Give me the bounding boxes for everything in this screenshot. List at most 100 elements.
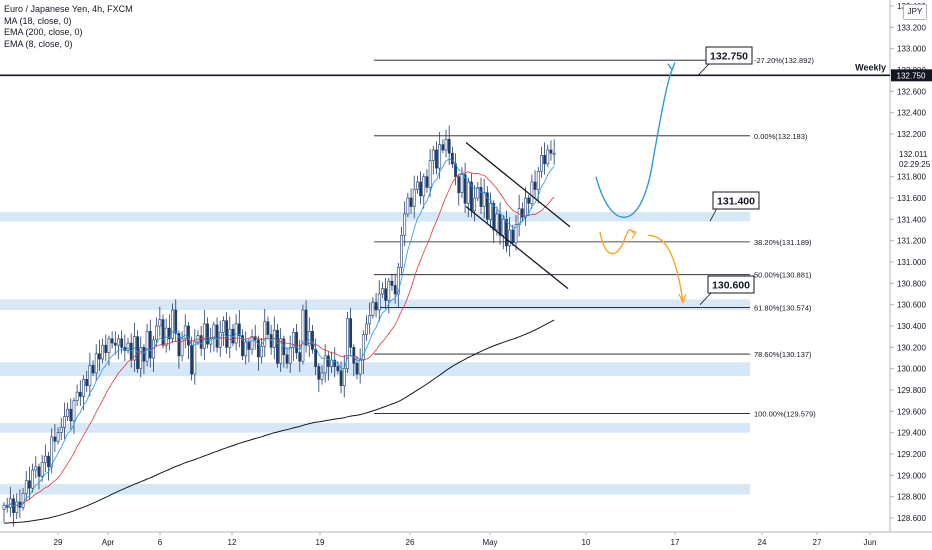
candle-body	[387, 280, 391, 301]
callout-box	[705, 46, 753, 65]
projection-bounce-arrowhead	[629, 229, 637, 239]
candle-body	[53, 436, 57, 442]
candle-body	[155, 325, 159, 341]
x-tick-label: 12	[228, 538, 237, 547]
candle-body	[301, 309, 305, 362]
candle-body	[234, 323, 238, 344]
candle-body	[339, 370, 343, 387]
x-tick-label: 6	[158, 538, 163, 547]
candle-body	[450, 152, 454, 165]
candle-body	[311, 331, 314, 350]
candle-body	[263, 321, 267, 347]
candle-body	[171, 309, 174, 340]
candle-body	[527, 197, 531, 204]
candle-body	[333, 359, 337, 367]
candle-body	[202, 323, 206, 349]
candle-body	[212, 324, 216, 340]
candle-body	[215, 324, 219, 348]
candle-body	[422, 176, 426, 197]
candle-body	[222, 320, 225, 333]
candle-body	[536, 171, 540, 190]
candle-body	[218, 332, 222, 348]
candle-body	[435, 149, 438, 169]
candle-body	[463, 174, 467, 204]
last-price-label: 132.011	[899, 150, 928, 159]
symbol-title: Euro / Japanese Yen, 4h, FXCM	[4, 4, 133, 14]
currency-badge[interactable]: JPY	[903, 4, 927, 20]
candle-body	[8, 498, 12, 508]
candle-body	[505, 219, 508, 247]
callout-label: 131.400	[717, 196, 755, 208]
projection-up-arrowhead	[667, 62, 676, 72]
indicator-ema8[interactable]: EMA (8, close, 0)	[4, 38, 73, 49]
x-tick-label: 24	[758, 538, 767, 547]
candle-body	[40, 462, 44, 477]
y-tick-label: 130.200	[897, 343, 926, 352]
candle-body	[126, 342, 130, 351]
candle-body	[101, 344, 104, 360]
candle-body	[457, 176, 461, 193]
candle-body	[37, 466, 41, 477]
candle-body	[492, 203, 496, 231]
y-tick-label: 130.400	[897, 322, 926, 331]
candle-body	[298, 352, 302, 362]
candle-body	[349, 318, 353, 348]
chart-legend: Euro / Japanese Yen, 4h, FXCM MA (18, cl…	[4, 4, 133, 50]
candle-body	[377, 293, 381, 311]
projection-up-path	[595, 69, 673, 218]
candle-body	[330, 359, 333, 367]
candle-body	[508, 229, 512, 247]
candle-body	[104, 344, 108, 353]
candle-body	[250, 336, 254, 350]
candle-body	[441, 144, 445, 151]
fib-level-label: 61.80%(130.574)	[754, 303, 812, 312]
candle-body	[552, 152, 556, 155]
candle-body	[47, 455, 50, 468]
candle-body	[164, 327, 168, 346]
y-tick-label: 132.400	[897, 109, 926, 118]
candle-body	[365, 323, 368, 335]
indicator-ema200[interactable]: EMA (200, close, 0)	[4, 27, 83, 37]
candle-body	[129, 342, 133, 361]
candle-body	[113, 342, 117, 346]
x-tick-label: Apr	[102, 538, 115, 547]
y-tick-label: 128.800	[897, 493, 926, 502]
candle-body	[384, 288, 388, 301]
candle-body	[78, 391, 82, 397]
callout-pointer	[709, 207, 718, 222]
candle-body	[225, 320, 229, 348]
projection-down-arrowhead	[678, 293, 687, 305]
candle-body	[288, 347, 292, 364]
candle-body	[438, 144, 442, 169]
support-zone-4	[0, 423, 750, 433]
y-tick-label: 133.000	[897, 45, 926, 54]
candle-body	[447, 139, 451, 154]
candle-body	[72, 400, 76, 422]
fib-level-label: 38.20%(131.189)	[754, 238, 812, 247]
candle-body	[174, 309, 178, 334]
candle-body	[390, 280, 394, 286]
candle-body	[88, 365, 92, 387]
candle-body	[31, 469, 35, 489]
y-tick-label: 129.400	[897, 429, 926, 438]
channel-lower-line	[465, 206, 569, 290]
candle-body	[209, 338, 213, 345]
candle-body	[352, 347, 356, 364]
candle-body	[326, 355, 330, 367]
ma18-line	[3, 171, 555, 507]
candle-body	[85, 379, 89, 387]
indicator-ma18[interactable]: MA (18, close, 0)	[4, 15, 72, 26]
candle-body	[498, 213, 502, 236]
fib-level-label: 0.00%(132.183)	[754, 132, 808, 141]
candle-body	[476, 187, 480, 199]
candle-body	[241, 335, 244, 357]
candle-body	[237, 323, 241, 336]
candle-body	[524, 197, 527, 218]
candle-body	[381, 288, 384, 295]
ema200-line	[3, 319, 555, 524]
candle-body	[342, 368, 346, 387]
candle-body	[489, 203, 492, 220]
candle-body	[269, 334, 273, 348]
candle-body	[82, 379, 85, 397]
